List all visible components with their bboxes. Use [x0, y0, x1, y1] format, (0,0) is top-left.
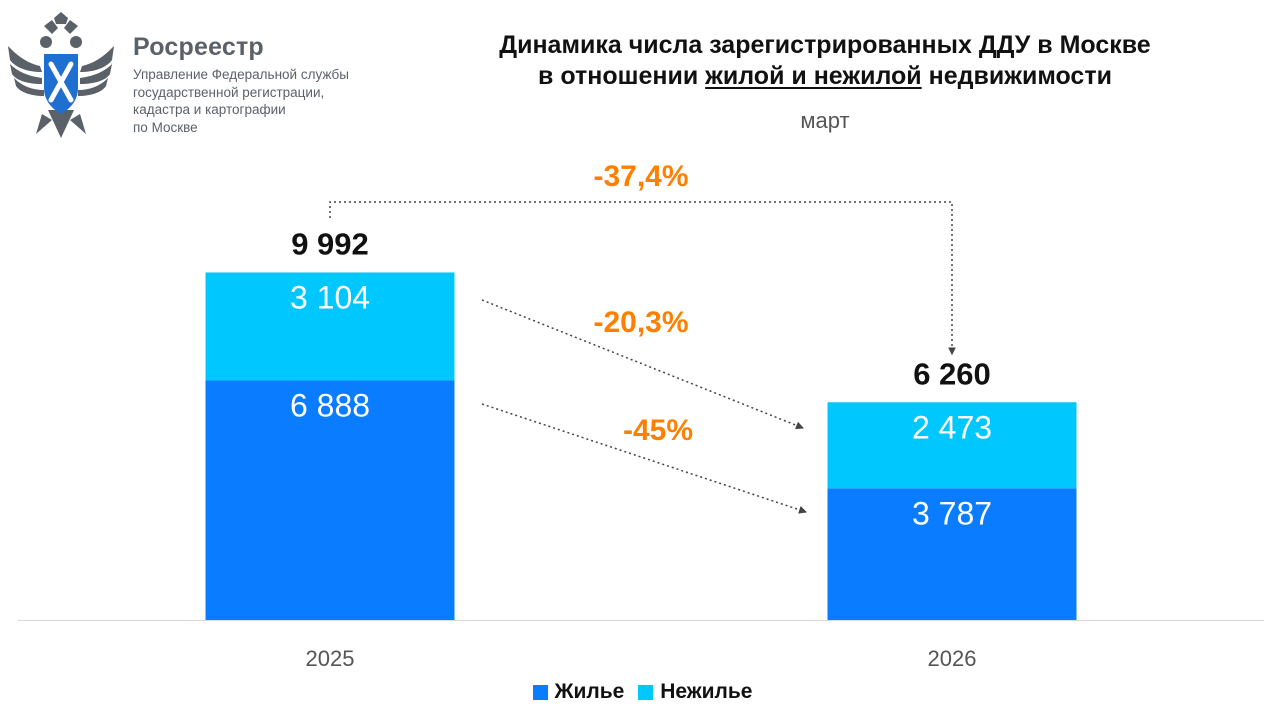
data-label: 6 888	[290, 387, 370, 423]
legend-item-residential: Жилье	[532, 680, 625, 704]
chart-subtitle: март	[800, 108, 850, 133]
x-tick-label: 2026	[928, 646, 977, 671]
legend-swatch-nonresidential	[638, 684, 654, 700]
chart-title-line1: Динамика числа зарегистрированных ДДУ в …	[499, 31, 1151, 59]
legend-label: Жилье	[554, 680, 625, 703]
x-tick-label: 2025	[306, 646, 355, 671]
chart-legend: Жилье Нежилье	[0, 680, 1285, 706]
data-label: 2 473	[912, 409, 992, 445]
rosreestr-eagle-emblem-icon	[8, 12, 114, 138]
total-label: 9 992	[291, 226, 369, 261]
total-change-arrow	[329, 201, 956, 356]
change-label-total: -37,4%	[593, 160, 688, 193]
bar-segment-nonresidential-2025	[205, 272, 455, 381]
legend-item-nonresidential: Нежилье	[638, 680, 752, 704]
change-label-residential: -45%	[623, 414, 693, 447]
title-pre: в отношении	[538, 62, 706, 90]
title-post: недвижимости	[921, 62, 1112, 90]
legend-label: Нежилье	[660, 680, 753, 703]
title-underlined: жилой и нежилой	[705, 62, 922, 90]
org-sub-line: кадастра и картографии	[133, 102, 286, 117]
change-label-nonresidential: -20,3%	[593, 306, 688, 339]
bar-segment-nonresidential-2026	[827, 402, 1077, 489]
data-label: 3 787	[912, 495, 992, 531]
total-label: 6 260	[913, 356, 991, 391]
org-sub-line: государственной регистрации,	[133, 84, 325, 100]
org-sub-line: по Москве	[133, 119, 198, 135]
residential-change-arrow	[481, 403, 807, 514]
org-name: Росреестр	[133, 33, 264, 61]
bar-segment-residential-2025	[205, 380, 455, 620]
chart-title: Динамика числа зарегистрированных ДДУ в …	[380, 30, 1270, 92]
org-subtitle: Управление Федеральной службы государств…	[133, 66, 393, 136]
chart-title-line2: в отношении жилой и нежилой недвижимости	[380, 61, 1270, 92]
data-label: 3 104	[290, 279, 370, 315]
org-sub-line: Управление Федеральной службы	[133, 67, 349, 82]
legend-swatch-residential	[532, 684, 548, 700]
bar-segment-residential-2026	[827, 488, 1077, 620]
